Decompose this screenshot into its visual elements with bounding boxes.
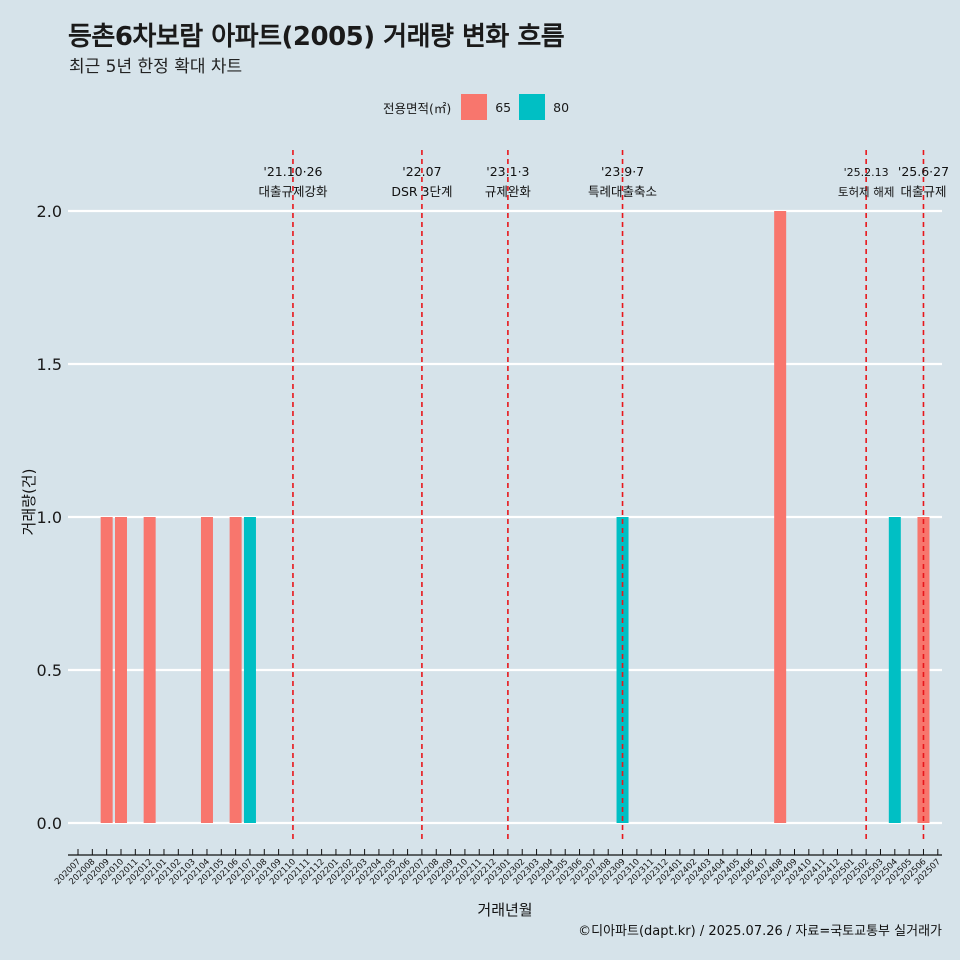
legend-item-65: 65 [461,94,511,120]
event-text-label: 특례대출축소 [588,184,657,199]
event-date-label: '25.6·27 [898,164,949,179]
event-date-label: '22.07 [402,164,441,179]
chart-subtitle: 최근 5년 한정 확대 차트 [69,57,243,77]
legend: 전용면적(㎡) 65 80 [0,94,960,120]
bar [229,517,242,823]
caption: ©디아파트(dapt.kr) / 2025.07.26 / 자료=국토교통부 실… [578,924,942,939]
bar [243,517,256,823]
legend-label-80: 80 [553,99,570,115]
event-text-label: DSR 3단계 [391,184,452,199]
y-tick-label: 2.0 [37,202,62,221]
bar [143,517,156,823]
bar [616,517,629,823]
y-tick-label: 1.5 [37,355,62,374]
event-text-label: 대출규제 [900,184,946,199]
legend-item-80: 80 [519,94,569,120]
legend-title: 전용면적(㎡) [382,100,452,116]
y-axis-title: 거래량(건) [20,469,38,536]
y-tick-label: 1.0 [37,508,62,527]
event-date-label: '21.10·26 [263,164,322,179]
chart-title: 등촌6차보람 아파트(2005) 거래량 변화 흐름 [68,22,565,52]
bar [200,517,213,823]
bar [114,517,127,823]
event-date-label: '23.9·7 [601,164,644,179]
x-axis-title: 거래년월 [477,901,532,919]
y-tick-label: 0.0 [37,814,62,833]
event-text-label: 규제완화 [485,184,532,199]
event-date-label: '25.2.13 [844,166,889,179]
legend-label-65: 65 [495,99,512,115]
event-date-label: '23.1·3 [486,164,529,179]
bar [888,517,901,823]
bar [100,517,113,823]
y-tick-label: 0.5 [37,661,62,680]
legend-swatch-65 [461,94,488,120]
event-text-label: 토허제 해제 [838,185,895,199]
bar [774,211,787,823]
bar [917,517,930,823]
legend-swatch-80 [519,94,546,120]
event-text-label: 대출규제강화 [258,184,328,199]
